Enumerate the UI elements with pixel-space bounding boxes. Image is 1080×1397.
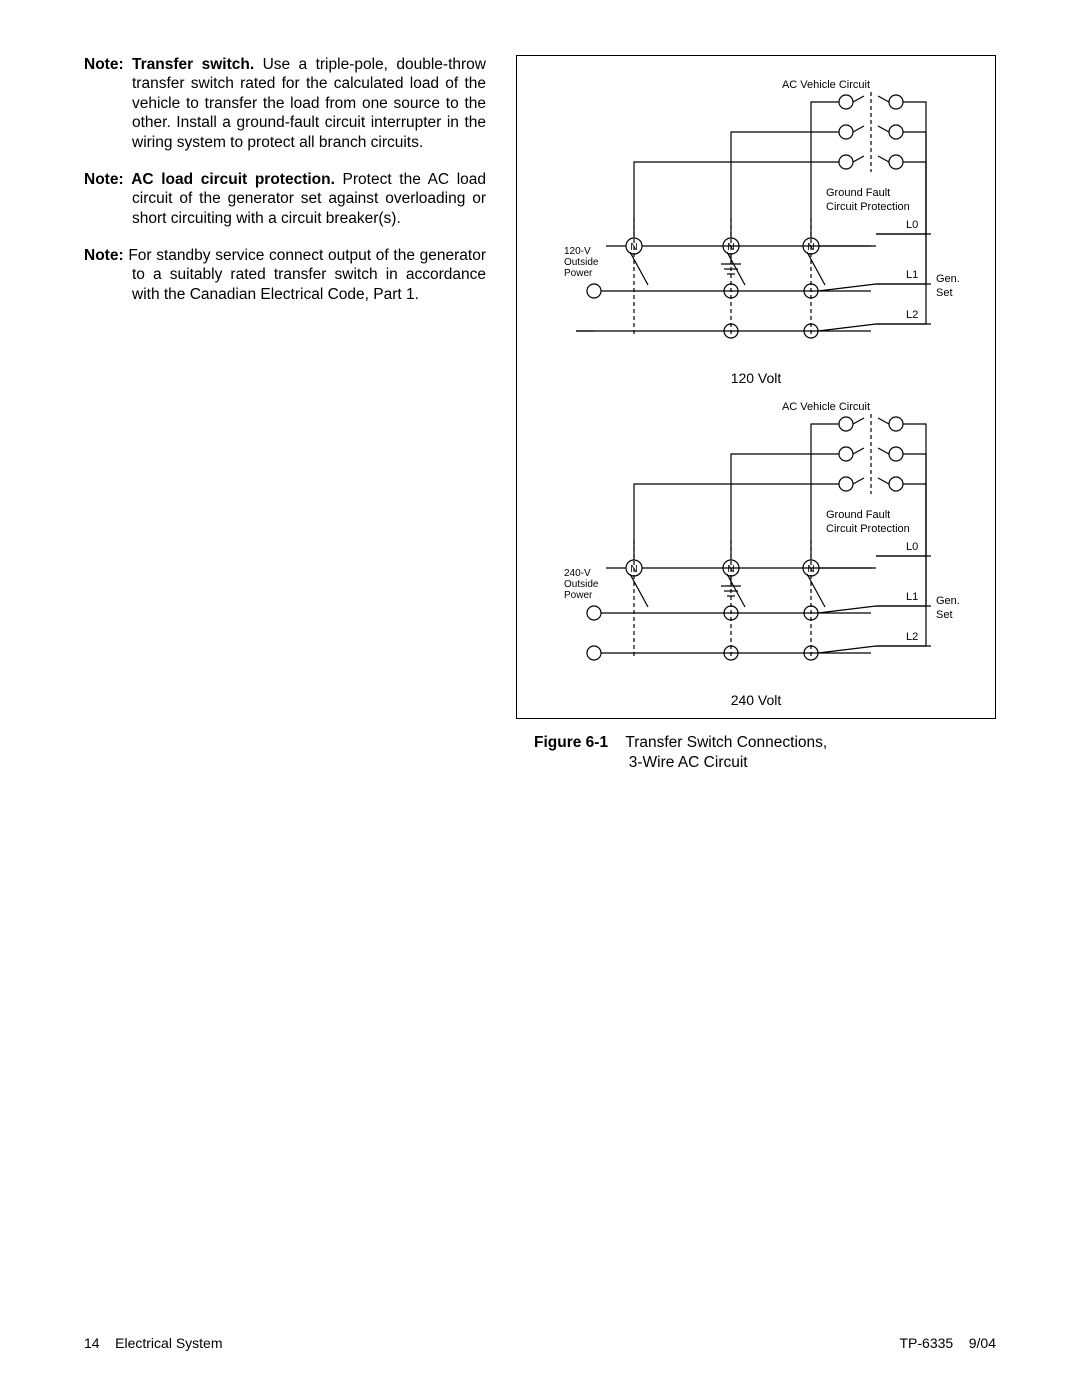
svg-text:AC Vehicle Circuit: AC Vehicle Circuit — [782, 79, 870, 91]
svg-text:Set: Set — [936, 609, 953, 621]
note-label: Note: — [84, 56, 124, 73]
figure-number: Figure 6-1 — [534, 734, 608, 751]
footer-section: Electrical System — [115, 1335, 222, 1351]
figure-column: AC Vehicle Circuit Ground Fault Circuit Pr… — [516, 55, 996, 773]
footer-doc-id: TP-6335 — [899, 1335, 953, 1351]
svg-text:L0: L0 — [906, 541, 918, 553]
svg-text:Set: Set — [936, 287, 953, 299]
note-title: Transfer switch. — [132, 56, 254, 73]
svg-text:Circuit Protection: Circuit Protection — [826, 523, 910, 535]
svg-text:240-V: 240-V — [564, 568, 591, 579]
footer-date: 9/04 — [969, 1335, 996, 1351]
svg-text:Ground Fault: Ground Fault — [826, 509, 890, 521]
note-label: Note: — [84, 171, 124, 188]
svg-text:L1: L1 — [906, 269, 918, 281]
svg-text:AC Vehicle Circuit: AC Vehicle Circuit — [782, 401, 870, 413]
note-1: Note: Transfer switch. Use a triple-pole… — [84, 55, 486, 152]
svg-text:Power: Power — [564, 590, 593, 601]
svg-text:Power: Power — [564, 268, 593, 279]
note-2: Note: AC load circuit protection. Protec… — [84, 170, 486, 228]
svg-text:Outside: Outside — [564, 579, 599, 590]
diagram-caption-2: 240 Volt — [517, 692, 995, 708]
svg-text:Circuit Protection: Circuit Protection — [826, 201, 910, 213]
page-footer: 14 Electrical System TP-6335 9/04 — [84, 1335, 996, 1351]
note-label: Note: — [84, 247, 124, 264]
figure-box: AC Vehicle Circuit Ground Fault Circuit Pr… — [516, 55, 996, 719]
svg-text:Outside: Outside — [564, 257, 599, 268]
footer-page-number: 14 — [84, 1335, 100, 1351]
note-3: Note: For standby service connect output… — [84, 246, 486, 304]
diagram-240v: AC Vehicle Circuit Ground Fault Circuit Pr… — [526, 388, 986, 686]
figure-title-line2: 3‑Wire AC Circuit — [629, 754, 748, 771]
note-body: For standby service connect output of th… — [128, 247, 486, 303]
notes-column: Note: Transfer switch. Use a triple-pole… — [84, 55, 486, 773]
figure-caption: Figure 6-1 Transfer Switch Connections, … — [534, 733, 996, 773]
svg-text:120-V: 120-V — [564, 246, 591, 257]
svg-text:L1: L1 — [906, 591, 918, 603]
figure-title-line1: Transfer Switch Connections, — [625, 734, 827, 751]
svg-text:Gen.: Gen. — [936, 595, 960, 607]
diagram-caption-1: 120 Volt — [517, 370, 995, 386]
diagram-120v: AC Vehicle Circuit Ground Fault Circuit Pr… — [526, 66, 986, 364]
svg-text:L2: L2 — [906, 631, 918, 643]
svg-text:L0: L0 — [906, 219, 918, 231]
svg-text:Ground Fault: Ground Fault — [826, 187, 890, 199]
svg-text:L2: L2 — [906, 309, 918, 321]
note-title: AC load circuit protection. — [131, 171, 335, 188]
svg-text:Gen.: Gen. — [936, 273, 960, 285]
